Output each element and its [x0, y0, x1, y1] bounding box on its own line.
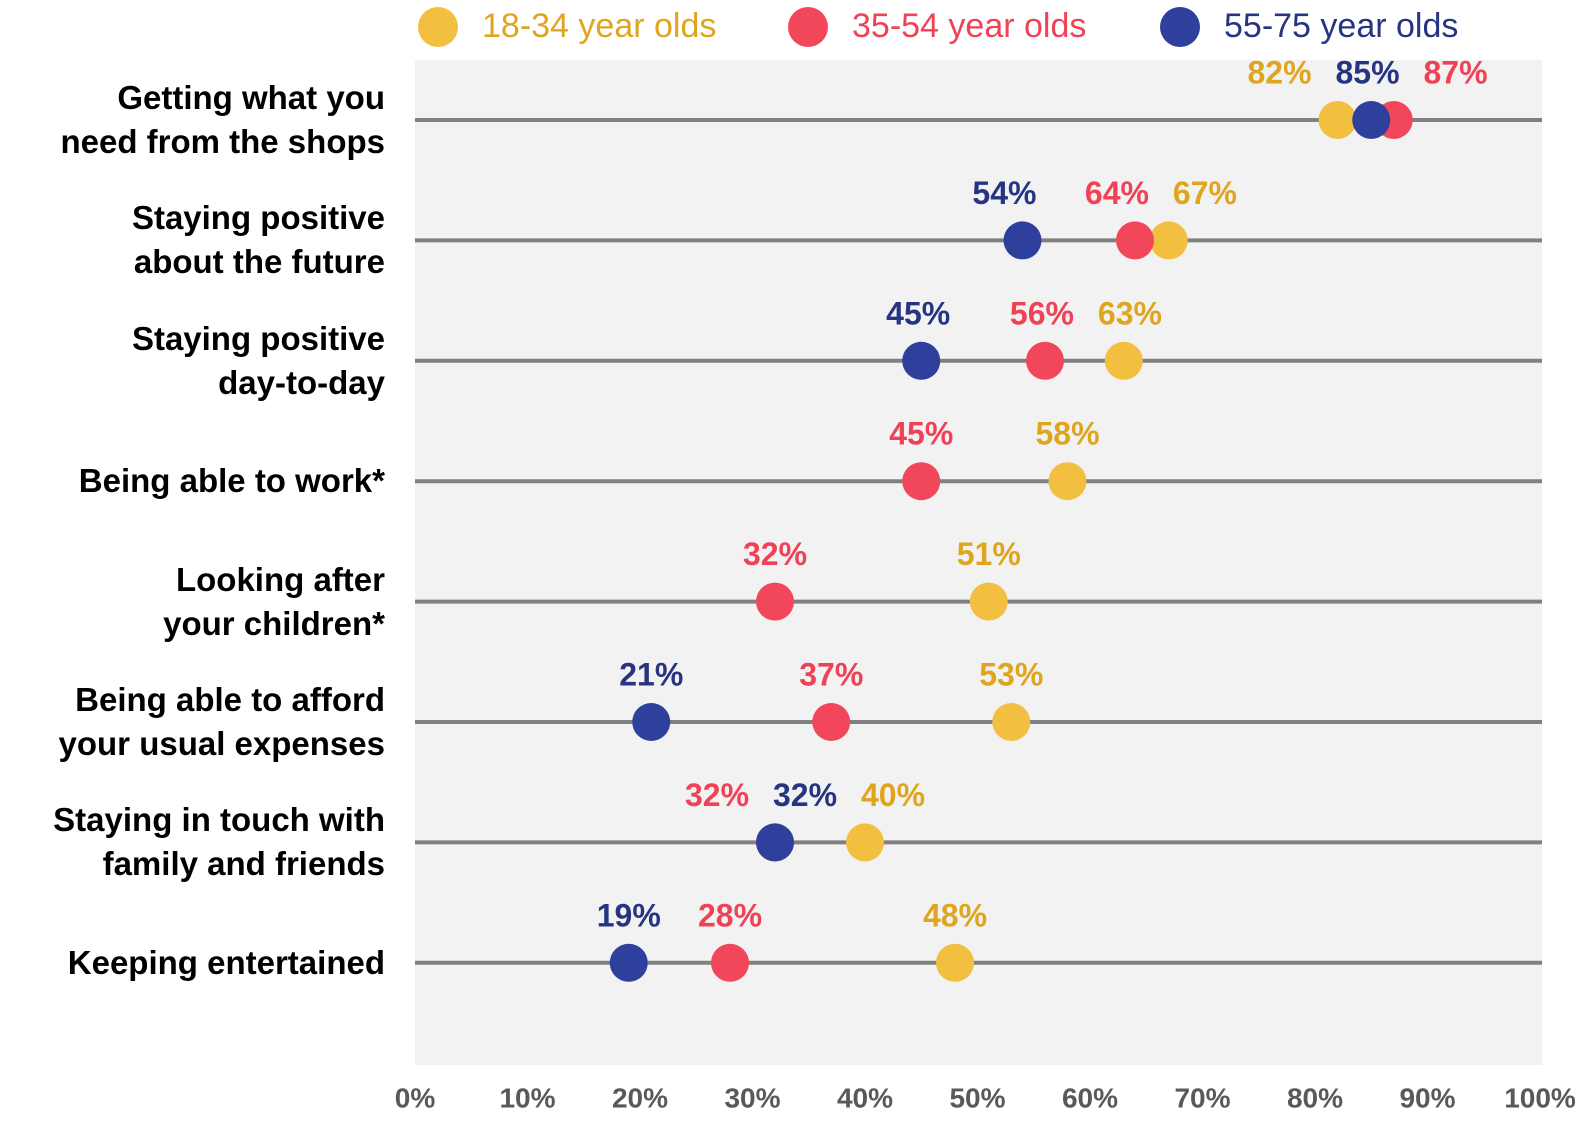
value-label: 32% — [773, 777, 837, 813]
plot-background — [415, 60, 1542, 1065]
dot — [1026, 341, 1064, 380]
legend-marker — [788, 7, 828, 47]
x-tick-label: 30% — [724, 1082, 780, 1113]
dot — [936, 943, 974, 982]
x-tick-label: 60% — [1062, 1082, 1118, 1113]
value-label: 87% — [1423, 54, 1487, 90]
legend-label: 18-34 year olds — [482, 7, 716, 45]
legend-marker — [418, 7, 458, 47]
x-tick-label: 90% — [1399, 1082, 1455, 1113]
dot — [609, 943, 648, 982]
value-label: 63% — [1098, 295, 1162, 331]
dot — [846, 823, 884, 862]
x-tick-label: 70% — [1174, 1082, 1230, 1113]
dot — [1116, 221, 1154, 260]
value-label: 53% — [979, 656, 1043, 692]
x-tick-label: 80% — [1287, 1082, 1343, 1113]
dot — [711, 943, 749, 982]
dot — [1352, 101, 1391, 139]
dot — [902, 462, 941, 501]
category-label: Being able to work* — [78, 462, 385, 500]
category-label: Staying positive day-to-day — [131, 319, 385, 401]
value-label: 64% — [1085, 175, 1149, 211]
dot — [1104, 341, 1143, 380]
value-label: 85% — [1335, 54, 1399, 90]
category-label: Getting what you need from the shops — [60, 79, 385, 160]
dot — [756, 823, 794, 862]
x-tick-label: 0% — [395, 1082, 436, 1113]
dot — [902, 341, 941, 380]
value-label: 40% — [861, 777, 925, 813]
value-label: 51% — [957, 536, 1021, 572]
dot — [1003, 221, 1042, 260]
category-label: Staying in touch with family and friends — [53, 801, 385, 883]
dot — [632, 703, 671, 741]
value-label: 32% — [685, 777, 749, 813]
dot — [756, 582, 794, 621]
category-label: Looking after your children* — [163, 560, 385, 642]
category-label: Being able to afford your usual expenses — [58, 681, 385, 762]
value-label: 32% — [743, 536, 807, 572]
value-label: 19% — [597, 897, 661, 933]
legend-label: 35-54 year olds — [852, 7, 1086, 45]
dot — [1318, 101, 1357, 139]
x-tick-label: 50% — [949, 1082, 1005, 1113]
category-label: Keeping entertained — [67, 943, 385, 981]
value-label: 45% — [886, 295, 950, 331]
dot — [969, 582, 1008, 621]
value-label: 37% — [799, 656, 863, 692]
dot — [992, 703, 1031, 741]
x-tick-label: 100% — [1504, 1082, 1576, 1113]
value-label: 48% — [923, 897, 987, 933]
value-label: 67% — [1173, 175, 1237, 211]
value-label: 82% — [1247, 54, 1311, 90]
dot — [1048, 462, 1087, 501]
x-tick-label: 10% — [499, 1082, 555, 1113]
x-tick-label: 40% — [837, 1082, 893, 1113]
value-label: 28% — [698, 897, 762, 933]
value-label: 45% — [889, 416, 953, 452]
value-label: 54% — [972, 175, 1036, 211]
legend-marker — [1160, 7, 1200, 47]
dot — [812, 703, 851, 741]
x-tick-label: 20% — [612, 1082, 668, 1113]
dot — [1149, 221, 1188, 260]
legend-label: 55-75 year olds — [1224, 7, 1458, 45]
category-label: Staying positive about the future — [131, 199, 385, 281]
value-label: 21% — [619, 656, 683, 692]
value-label: 58% — [1035, 416, 1099, 452]
value-label: 56% — [1010, 295, 1074, 331]
